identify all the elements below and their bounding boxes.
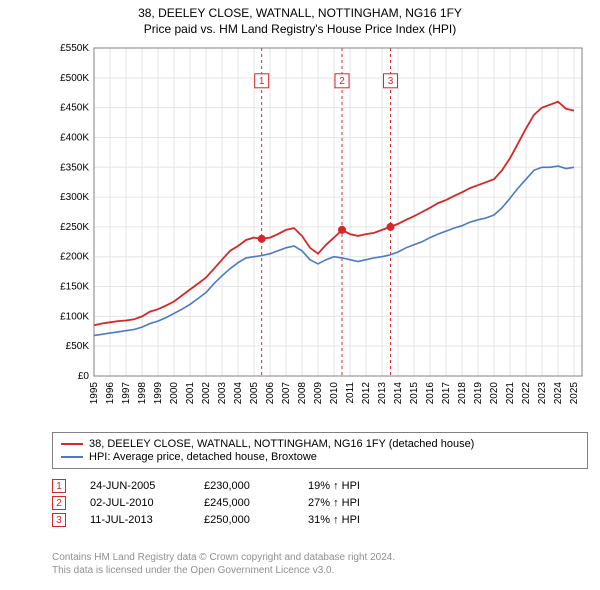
title-sub: Price paid vs. HM Land Registry's House … — [0, 22, 600, 36]
x-tick-label: 2018 — [457, 382, 468, 405]
sale-row: 3 11-JUL-2013 £250,000 31% ↑ HPI — [52, 513, 588, 527]
x-tick-label: 2000 — [169, 382, 180, 405]
x-tick-label: 2005 — [249, 382, 260, 405]
x-tick-label: 2025 — [569, 382, 580, 405]
chart-container: 38, DEELEY CLOSE, WATNALL, NOTTINGHAM, N… — [0, 0, 600, 590]
y-tick-label: £500K — [60, 73, 89, 84]
sale-hpi: 31% ↑ HPI — [308, 514, 428, 526]
sale-box-label-3: 3 — [388, 76, 394, 87]
x-tick-label: 1999 — [153, 382, 164, 405]
sale-price: £245,000 — [204, 497, 284, 509]
y-tick-label: £50K — [66, 341, 90, 352]
x-tick-label: 1995 — [89, 382, 100, 405]
sale-dot-2 — [338, 226, 346, 234]
x-tick-label: 2006 — [265, 382, 276, 405]
legend: 38, DEELEY CLOSE, WATNALL, NOTTINGHAM, N… — [52, 432, 588, 469]
x-tick-label: 1996 — [105, 382, 116, 405]
x-tick-label: 2002 — [201, 382, 212, 405]
y-tick-label: £0 — [78, 371, 90, 382]
sale-box-label-2: 2 — [339, 76, 345, 87]
y-tick-label: £550K — [60, 44, 89, 54]
sale-hpi: 19% ↑ HPI — [308, 480, 428, 492]
x-tick-label: 2014 — [393, 382, 404, 405]
x-tick-label: 2017 — [441, 382, 452, 405]
sale-price: £250,000 — [204, 514, 284, 526]
legend-swatch — [61, 443, 83, 445]
x-tick-label: 2004 — [233, 382, 244, 405]
y-tick-label: £450K — [60, 103, 89, 114]
y-tick-label: £200K — [60, 252, 89, 263]
plot-area: 1 2 3 £0 £50K £100K £150K £200K £250K £300K £350K £… — [52, 44, 588, 420]
x-tick-label: 2012 — [361, 382, 372, 405]
sale-date: 24-JUN-2005 — [90, 480, 180, 492]
x-tick-label: 2003 — [217, 382, 228, 405]
x-tick-label: 2013 — [377, 382, 388, 405]
y-tick-label: £400K — [60, 132, 89, 143]
x-tick-label: 2020 — [489, 382, 500, 405]
legend-swatch — [61, 456, 83, 458]
x-tick-label: 2015 — [409, 382, 420, 405]
y-tick-label: £150K — [60, 282, 89, 293]
legend-row: 38, DEELEY CLOSE, WATNALL, NOTTINGHAM, N… — [61, 438, 579, 450]
plot-svg: 1 2 3 £0 £50K £100K £150K £200K £250K £300K £350K £… — [52, 44, 588, 420]
sales-table: 1 24-JUN-2005 £230,000 19% ↑ HPI 2 02-JUL-201… — [52, 476, 588, 530]
sale-date: 11-JUL-2013 — [90, 514, 180, 526]
y-tick-label: £300K — [60, 192, 89, 203]
y-tick-label: £100K — [60, 311, 89, 322]
x-tick-label: 1997 — [121, 382, 132, 405]
x-tick-label: 2007 — [281, 382, 292, 405]
y-tick-label: £250K — [60, 222, 89, 233]
attribution-line2: This data is licensed under the Open Gov… — [52, 565, 588, 578]
sale-marker: 3 — [52, 513, 66, 527]
attribution-line1: Contains HM Land Registry data © Crown c… — [52, 552, 588, 565]
x-tick-label: 2011 — [345, 382, 356, 404]
sale-hpi: 27% ↑ HPI — [308, 497, 428, 509]
sale-price: £230,000 — [204, 480, 284, 492]
x-tick-label: 2024 — [553, 382, 564, 405]
legend-label: 38, DEELEY CLOSE, WATNALL, NOTTINGHAM, N… — [89, 438, 474, 450]
sale-marker: 2 — [52, 496, 66, 510]
sale-box-label-1: 1 — [259, 76, 265, 87]
y-tick-label: £350K — [60, 162, 89, 173]
x-tick-label: 2010 — [329, 382, 340, 405]
sale-dot-1 — [258, 235, 266, 243]
x-tick-label: 2008 — [297, 382, 308, 405]
x-tick-label: 2016 — [425, 382, 436, 405]
x-tick-label: 2009 — [313, 382, 324, 405]
legend-label: HPI: Average price, detached house, Brox… — [89, 451, 317, 463]
attribution: Contains HM Land Registry data © Crown c… — [52, 552, 588, 577]
sale-row: 1 24-JUN-2005 £230,000 19% ↑ HPI — [52, 479, 588, 493]
x-tick-label: 2021 — [505, 382, 516, 405]
sale-date: 02-JUL-2010 — [90, 497, 180, 509]
sale-row: 2 02-JUL-2010 £245,000 27% ↑ HPI — [52, 496, 588, 510]
legend-row: HPI: Average price, detached house, Brox… — [61, 451, 579, 463]
x-tick-label: 2022 — [521, 382, 532, 405]
chart-titles: 38, DEELEY CLOSE, WATNALL, NOTTINGHAM, N… — [0, 0, 600, 36]
x-tick-label: 2001 — [185, 382, 196, 405]
sale-marker: 1 — [52, 479, 66, 493]
x-tick-label: 1998 — [137, 382, 148, 405]
x-tick-label: 2019 — [473, 382, 484, 405]
sale-dot-3 — [386, 223, 394, 231]
title-main: 38, DEELEY CLOSE, WATNALL, NOTTINGHAM, N… — [0, 6, 600, 20]
x-tick-label: 2023 — [537, 382, 548, 405]
